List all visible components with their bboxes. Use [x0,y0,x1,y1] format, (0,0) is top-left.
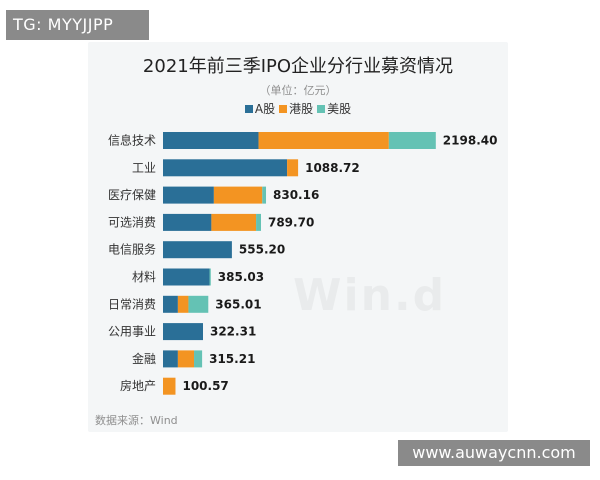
chart-title: 2021年前三季IPO企业分行业募资情况 [142,56,454,77]
legend-swatch [279,105,288,113]
bar-segment [163,377,176,395]
bar-chart: 信息技术 2198.40 工业 1088.72 医疗保健 830.16 可选消费 789.70… [108,132,498,395]
legend-label: A股 [254,102,276,116]
bar-segment [256,213,261,231]
category-label: 信息技术 [108,133,156,148]
value-label: 322.31 [210,325,256,339]
bar-segment [163,268,210,286]
bar-segment [388,132,436,149]
category-label: 电信服务 [108,242,156,257]
value-label: 1088.72 [305,161,360,175]
bar-segment [163,132,259,149]
value-label: 830.16 [273,188,319,202]
value-label: 555.20 [239,243,285,257]
category-label: 房地产 [120,378,156,393]
bar-segment [163,323,203,341]
value-label: 100.57 [182,379,228,393]
data-source: 数据来源：Wind [95,414,178,427]
bar-segment [163,350,178,368]
wind-watermark: Win.d [293,270,446,321]
bar-segment [163,241,232,259]
value-label: 789.70 [268,215,314,229]
bar-segment [177,350,195,368]
value-label: 385.03 [218,270,264,284]
bar-segment [163,295,178,313]
tg-watermark-badge: TG: MYYJJPP [6,10,149,40]
bar-segment [188,295,209,313]
bar-segment [211,213,257,231]
bar-segment [194,350,203,368]
legend-swatch [317,105,326,113]
value-label: 315.21 [209,352,255,366]
category-label: 工业 [132,161,156,175]
category-label: 日常消费 [108,297,156,311]
category-label: 金融 [132,351,156,366]
legend-item-1: 港股 [279,100,313,117]
bar-segment [163,213,212,231]
site-url-badge: www.auwaycnn.com [398,440,590,466]
chart-legend: A股 港股 美股 [88,100,508,117]
bar-segment [163,186,214,204]
bar-segment [177,295,189,313]
value-label: 2198.40 [443,134,498,148]
legend-item-2: 美股 [317,100,351,117]
bar-segment [163,159,288,177]
category-label: 可选消费 [108,215,156,229]
category-label: 公用事业 [108,325,156,339]
legend-label: 美股 [327,102,352,116]
legend-swatch [244,105,253,113]
bar-segment [287,159,299,177]
bar-segment [262,186,267,204]
bar-segment [258,132,389,149]
bar-segment [209,268,211,286]
chart-unit: （单位：亿元） [259,84,337,97]
legend-label: 港股 [289,102,314,116]
bar-segment [213,186,263,204]
category-label: 医疗保健 [108,188,156,202]
category-label: 材料 [132,270,156,284]
legend-item-0: A股 [244,100,276,117]
value-label: 365.01 [215,297,261,311]
